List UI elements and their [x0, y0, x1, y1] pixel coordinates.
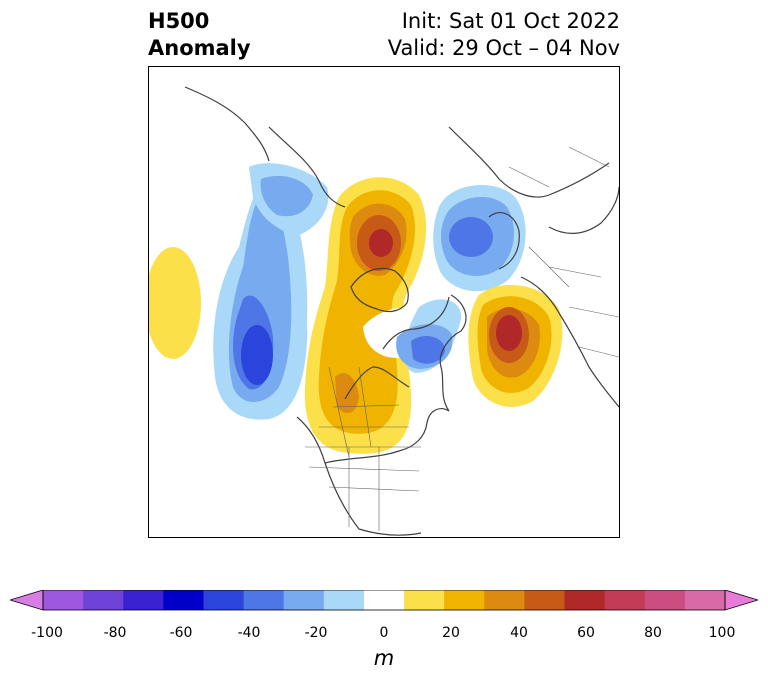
colorbar-cell: [444, 590, 485, 610]
tick-label: -80: [103, 625, 127, 641]
valid-period: Valid: 29 Oct – 04 Nov: [387, 36, 620, 60]
central-ridge: [304, 177, 427, 454]
european-ridge: [468, 284, 563, 407]
chart-title-left: H500 Anomaly: [148, 8, 251, 62]
colorbar-cell: [243, 590, 285, 610]
colorbar-cell: [684, 590, 726, 610]
map-panel: [148, 66, 620, 538]
colorbar-cell: [564, 590, 606, 610]
title-variable: H500: [148, 9, 210, 33]
title-anomaly: Anomaly: [148, 36, 251, 60]
chart-title-right: Init: Sat 01 Oct 2022 Valid: 29 Oct – 04…: [388, 8, 620, 62]
anomaly-map: [149, 86, 619, 536]
colorbar-cell: [644, 590, 686, 610]
colorbar: [10, 590, 758, 611]
colorbar-cell: [123, 590, 164, 610]
tick-label: -20: [304, 625, 328, 641]
western-trough: [213, 163, 329, 420]
colorbar-cell: [404, 590, 445, 610]
colorbar-cells: [43, 590, 726, 610]
tick-label: 40: [510, 625, 528, 641]
colorbar-cell: [524, 590, 566, 610]
colorbar-cell: [83, 590, 124, 610]
colorbar-unit: m: [373, 646, 395, 670]
tick-label: 0: [379, 625, 389, 641]
colorbar-outline: [42, 590, 726, 611]
colorbar-cell: [43, 590, 84, 610]
init-date: Init: Sat 01 Oct 2022: [401, 9, 620, 33]
eastern-trough: [396, 299, 462, 373]
colorbar-max-arrow: [724, 590, 758, 611]
coastlines: [184, 86, 619, 536]
pacific-ridge: [149, 247, 201, 359]
colorbar-cell: [484, 590, 525, 610]
colorbar-cell: [323, 590, 365, 610]
tick-label: -100: [31, 625, 63, 641]
tick-label: 80: [644, 625, 662, 641]
tick-label: 60: [577, 625, 595, 641]
colorbar-cell: [363, 590, 405, 610]
colorbar-cell: [163, 590, 204, 610]
political-borders: [305, 146, 619, 531]
colorbar-cell: [604, 590, 646, 610]
tick-label: -60: [169, 625, 193, 641]
tick-label: 20: [442, 625, 460, 641]
tick-label: -40: [237, 625, 261, 641]
colorbar-cell: [203, 590, 245, 610]
colorbar-cell: [283, 590, 325, 610]
colorbar-min-arrow: [10, 590, 44, 611]
arctic-trough: [433, 184, 526, 292]
tick-label: 100: [708, 625, 736, 641]
